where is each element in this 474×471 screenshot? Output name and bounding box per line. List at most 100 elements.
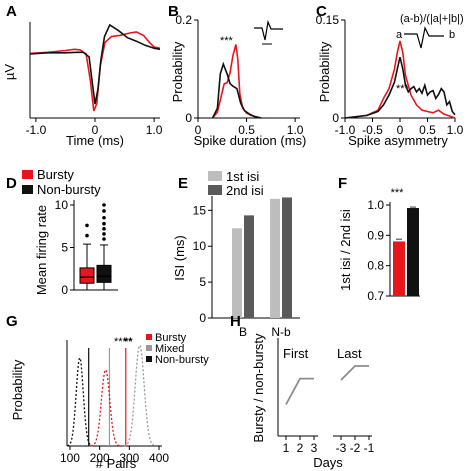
pD-outlier (102, 232, 106, 236)
pD-outlier (102, 237, 106, 241)
pD-box-1 (96, 264, 112, 283)
panel-e-legend-2nd: 2nd isi (226, 183, 264, 198)
panel-d-y-label: Mean firing rate (34, 205, 49, 295)
panel-letter-c: C (316, 3, 327, 20)
pE-ytick-label: 10 (193, 239, 207, 253)
pH-xtick-label: -2 (350, 441, 361, 455)
panel-e-isi-bar-chart: 1st isi 2nd isi ISI (ms) 0 5 10 15 B N-b (172, 169, 300, 339)
panel-g-x-label: # Pairs (96, 456, 137, 471)
panel-g-legend-swatch-bursty (146, 334, 152, 340)
pE-bar-0-1 (244, 215, 254, 318)
pF-bar-0 (393, 241, 405, 296)
panel-b-x-label: Spike duration (ms) (194, 133, 307, 148)
pH-xtick-label: -3 (336, 441, 347, 455)
panel-letter-a: A (6, 3, 17, 20)
pC-ytick-label: 0 (332, 111, 339, 125)
panel-e-legend-1st: 1st isi (226, 169, 259, 184)
panel-a-x-label: Time (ms) (66, 133, 124, 148)
pF-bar-1 (407, 208, 419, 296)
pD-ytick-label: 5 (61, 241, 68, 255)
pF-ytick-label: 1.0 (367, 198, 384, 212)
panel-letter-e: E (178, 175, 188, 192)
panel-d-firing-rate-boxplot: Bursty Non-bursty Mean firing rate 0 5 10 (22, 167, 118, 297)
panel-h-group-first: First (283, 346, 309, 361)
panel-b-spike-duration-chart: Probability Spike duration (ms) *** 0 0.5… (170, 13, 306, 148)
pE-category-label: N-b (271, 325, 291, 339)
pA-xtick-label: 1.0 (146, 123, 163, 137)
panel-a-y-label: µV (2, 64, 17, 80)
pH-series-0 (285, 377, 314, 405)
pD-outlier (102, 203, 106, 207)
panel-g-legend-nonbursty: Non-bursty (155, 354, 209, 366)
pC-xtick-label: 0.5 (419, 123, 436, 137)
pG-xtick-label: 300 (119, 451, 139, 465)
pD-ytick-label: 0 (61, 283, 68, 297)
panel-h-x-label: Days (313, 455, 343, 470)
panel-f-significance: *** (391, 187, 405, 199)
pF-ytick-label: 0.9 (367, 228, 384, 242)
panel-g-y-label: Probability (10, 359, 25, 420)
pE-category-label: B (239, 325, 247, 339)
pE-ytick-label: 15 (193, 203, 207, 217)
panel-e-legend-swatch-2nd (208, 185, 222, 195)
panel-g-pairs-distribution-chart: Probability # Pairs *** ** Bursty Mixed … (10, 332, 209, 471)
pE-bar-0-0 (232, 228, 242, 318)
pH-xtick-label: 3 (311, 441, 318, 455)
panel-letter-g: G (6, 313, 18, 330)
pF-ytick-label: 0.7 (367, 289, 384, 303)
pC-series-0 (344, 40, 456, 119)
pB-xtick-label: 1.0 (287, 123, 304, 137)
panel-letter-d: D (6, 175, 17, 192)
pF-ytick-label: 0.8 (367, 259, 384, 273)
panel-c-y-label: Probability (317, 41, 332, 102)
panel-g-legend-swatch-nonbursty (146, 356, 152, 362)
pC-series-1 (344, 57, 456, 119)
pC-ytick-label: 0.15 (316, 13, 340, 27)
panel-c-inset-a: a (396, 29, 403, 41)
panel-letter-b: B (168, 3, 179, 20)
pB-xtick-label: 0 (195, 123, 202, 137)
panel-h-y-label: Bursty / non-bursty (251, 333, 266, 443)
pG-series-0 (67, 356, 93, 447)
panel-c-formula: (a-b)/(|a|+|b|) (400, 13, 464, 25)
pB-series-1 (211, 61, 262, 119)
pC-xtick-label: 0 (397, 123, 404, 137)
panel-c-x-label: Spike asymmetry (348, 133, 448, 148)
pG-xtick-label: 100 (60, 451, 80, 465)
pD-outlier (85, 233, 89, 238)
panel-c-spike-asymmetry-chart: Probability Spike asymmetry *** (a-b)/(|… (316, 13, 464, 148)
panel-c-inset-waveform (404, 26, 444, 49)
pH-xtick-label: 2 (297, 441, 304, 455)
pA-xtick-label: 0 (92, 123, 99, 137)
panel-b-inset-waveform (254, 19, 283, 41)
pE-bar-1-0 (270, 198, 280, 318)
panel-b-y-label: Probability (170, 41, 185, 102)
panel-h-group-last: Last (337, 346, 362, 361)
pE-ytick-label: 5 (199, 275, 206, 289)
panel-d-legend-swatch-bursty (22, 170, 33, 179)
pG-xtick-label: 400 (149, 451, 169, 465)
pG-series-1 (90, 369, 121, 447)
pC-xtick-label: -0.5 (362, 123, 383, 137)
panel-g-significance-mixed: *** (114, 336, 128, 348)
pE-ytick-label: 0 (199, 311, 206, 325)
panel-g-significance-bursty: ** (124, 336, 133, 348)
pD-box-0 (79, 267, 95, 284)
pD-outlier (85, 223, 89, 228)
pB-ytick-label: 0 (185, 111, 192, 125)
pC-xtick-label: 1.0 (447, 123, 464, 137)
panel-g-legend-mixed: Mixed (155, 343, 184, 355)
pB-xtick-label: 0.5 (238, 123, 255, 137)
panel-e-legend-swatch-1st (208, 171, 222, 181)
pB-ytick-label: 0.2 (175, 13, 192, 27)
pD-ytick-label: 10 (55, 198, 69, 212)
pH-xtick-label: -1 (364, 441, 375, 455)
panel-f-isi-ratio-bar-chart: *** 1st isi / 2nd isi 0.7 0.8 0.9 1.0 (338, 187, 420, 303)
pD-outlier (102, 209, 106, 213)
panel-c-inset-b: b (449, 29, 455, 41)
pD-outlier (102, 215, 106, 220)
pG-series-2 (123, 344, 156, 447)
pG-xtick-label: 200 (90, 451, 110, 465)
panel-a-waveform-chart: µV Time (ms) -1.0 0 1.0 (2, 22, 163, 148)
pH-xtick-label: 1 (283, 441, 290, 455)
